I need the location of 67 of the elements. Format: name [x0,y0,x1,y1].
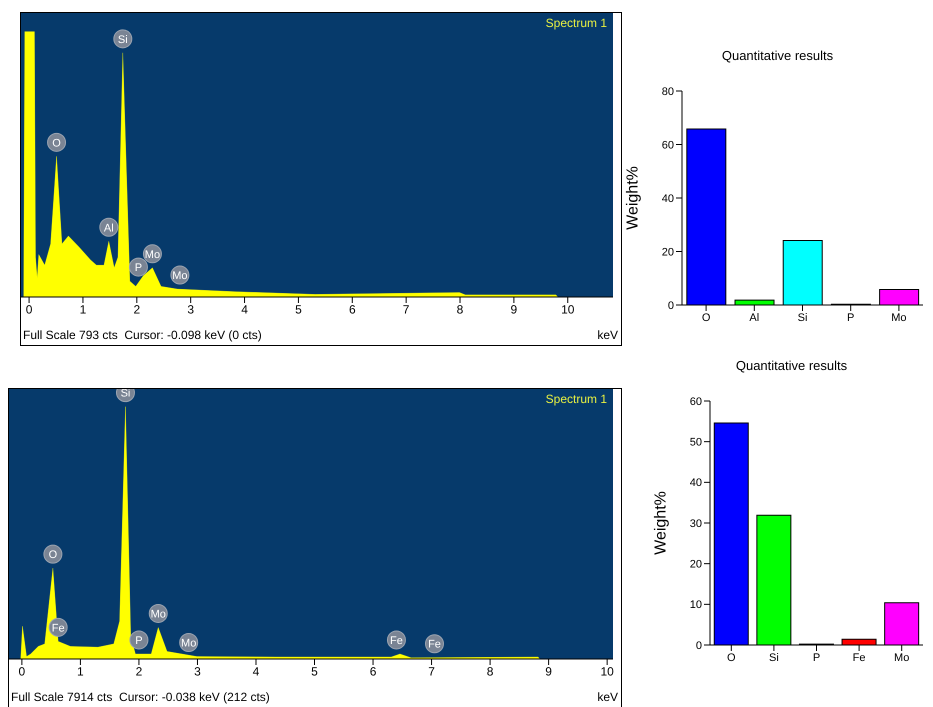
text: Spectrum 1 [546,16,607,30]
y-tick-label: 20 [690,558,702,571]
y-axis-title: Weight% [652,491,670,555]
x-tick-label: 8 [456,302,464,317]
x-tick-label: 10 [600,664,614,679]
y-tick-label: 40 [662,192,674,205]
annotation: Si [118,34,128,46]
annotation: Si [120,388,130,400]
annotation: Fe [390,634,403,647]
x-tick-label: P [812,652,820,664]
y-tick-label: 60 [662,139,674,152]
annotation: Al [104,222,114,234]
annotation: Mo [181,637,196,650]
x-tick-label: 10 [561,302,575,317]
x-tick-label: Si [798,312,808,324]
annotation: Fe [52,622,65,634]
x-tick-label: 9 [545,664,552,679]
chart-title: Quantitative results [734,357,848,375]
x-tick-label: 1 [77,664,84,679]
y-tick-label: 60 [690,396,702,408]
annotation: Mo [144,248,160,261]
x-tick-label: 9 [510,302,518,317]
x-tick-label: 1 [80,302,87,317]
chart-title: Quantitative results [720,47,834,65]
y-tick-label: 80 [662,86,674,98]
x-tick-label: Al [749,312,760,324]
annotation: P [134,262,142,274]
x-tick-label: Mo [894,652,910,664]
x-tick-label: O [727,652,736,664]
y-tick-label: 30 [690,518,702,530]
annotation: Fe [428,638,441,651]
x-tick-label: 5 [311,664,318,679]
annotation: O [52,137,62,150]
text: Full Scale 793 cts Cursor: -0.098 keV (0 cts) [23,328,262,342]
y-tick-label: 40 [690,477,702,490]
x-tick-label: P [847,312,854,324]
x-tick-label: 8 [486,664,494,679]
x-tick-label: 2 [136,664,143,679]
y-axis-title: Weight% [624,166,642,230]
x-tick-label: 7 [428,664,436,679]
y-tick-label: 20 [662,246,674,258]
x-tick-label: 0 [18,664,26,679]
x-tick-label: 2 [133,302,140,317]
x-tick-label: Mo [891,312,907,324]
x-tick-label: 5 [295,302,302,317]
x-tick-label: 6 [348,302,356,317]
x-tick-label: 4 [241,302,248,317]
annotation: O [48,549,58,562]
y-tick-label: 50 [690,436,702,449]
y-tick-label: 0 [696,640,702,652]
x-tick-label: Fe [852,652,866,664]
x-axis-title: keV [597,328,618,342]
text: Spectrum 1 [546,392,607,406]
x-tick-label: 6 [370,664,377,679]
x-tick-label: O [702,312,711,324]
y-tick-label: 10 [690,599,702,612]
text: Full Scale 7914 cts Cursor: -0.038 keV (212 cts) [11,690,270,704]
annotation: P [135,634,143,647]
x-tick-label: 3 [194,664,202,679]
x-axis-title: keV [597,690,618,704]
annotation: Mo [172,270,188,282]
x-tick-label: 3 [187,302,194,317]
x-tick-label: 7 [402,302,410,317]
x-tick-label: Si [769,652,779,664]
x-tick-label: 4 [252,664,260,679]
x-tick-label: 0 [26,302,33,317]
annotation: Mo [150,608,166,620]
